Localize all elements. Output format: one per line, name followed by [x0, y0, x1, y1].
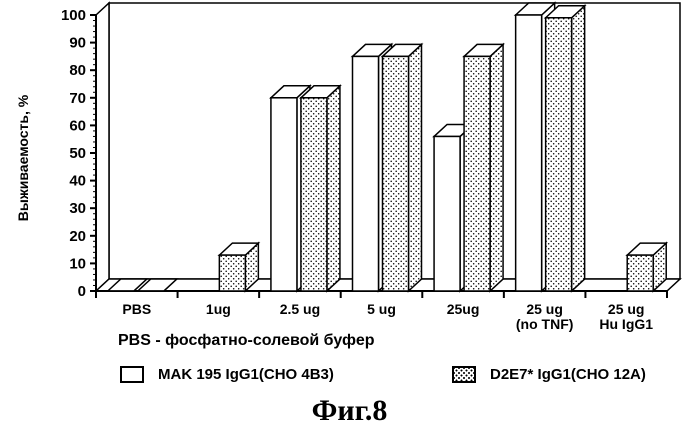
bar-d2e7 [301, 86, 340, 291]
x-tick-label: 1ug [206, 301, 231, 317]
y-tick-label: 10 [69, 255, 86, 272]
y-axis: 0 10 20 30 40 50 60 70 80 90 100 [61, 7, 96, 300]
x-tick-label: 5 ug [367, 301, 396, 317]
x-tick-label: PBS [122, 301, 151, 317]
bar-side [490, 44, 503, 291]
legend-label-mak195: MAK 195 IgG1(CHO 4B3) [158, 366, 334, 383]
x-tick-label: 2.5 ug [280, 301, 320, 317]
bar-d2e7 [546, 6, 585, 291]
pbs-note: PBS - фосфатно-солевой буфер [118, 332, 375, 350]
legend-swatch-dotted [452, 366, 476, 383]
legend-label-d2e7: D2E7* IgG1(CHO 12A) [490, 366, 646, 383]
bar-d2e7 [219, 243, 258, 291]
legend-swatch-plain [120, 366, 144, 383]
x-tick-label: Hu IgG1 [599, 316, 653, 332]
figure-caption: Фиг.8 [0, 394, 699, 428]
x-tick-label: 25 ug [526, 301, 563, 317]
bar-front [301, 98, 327, 291]
bar-front [383, 56, 409, 291]
bar-side [409, 44, 422, 291]
bar-front [546, 18, 572, 291]
legend-item-mak195: MAK 195 IgG1(CHO 4B3) [120, 366, 334, 383]
x-tick-label: 25 ug [608, 301, 645, 317]
y-tick-label: 30 [69, 200, 86, 217]
bar-front [464, 56, 490, 291]
y-tick-label: 90 [69, 35, 86, 52]
bar-d2e7 [627, 243, 666, 291]
bar-front [516, 15, 542, 291]
bar-front [353, 56, 379, 291]
y-tick-label: 80 [69, 62, 86, 79]
bar-front [434, 136, 460, 291]
y-tick-label: 70 [69, 90, 86, 107]
x-tick-label: (no TNF) [516, 316, 574, 332]
y-tick-label: 100 [61, 7, 86, 24]
bar-d2e7 [464, 44, 503, 291]
y-tick-label: 40 [69, 173, 86, 190]
y-tick-label: 0 [78, 283, 86, 300]
y-axis-label: Выживаемость, % [15, 94, 31, 221]
bar-d2e7 [383, 44, 422, 291]
bar-front [627, 255, 653, 291]
bar-side [572, 6, 585, 291]
bar-front [219, 255, 245, 291]
y-tick-label: 60 [69, 117, 86, 134]
y-tick-label: 50 [69, 145, 86, 162]
legend-item-d2e7: D2E7* IgG1(CHO 12A) [452, 366, 646, 383]
y-tick-label: 20 [69, 228, 86, 245]
x-tick-label: 25ug [447, 301, 480, 317]
x-axis: PBS1ug2.5 ug5 ug25ug25 ug(no TNF)25 ugHu… [96, 291, 667, 332]
bar-side [327, 86, 340, 291]
side-wall [96, 3, 109, 291]
bar-front [271, 98, 297, 291]
